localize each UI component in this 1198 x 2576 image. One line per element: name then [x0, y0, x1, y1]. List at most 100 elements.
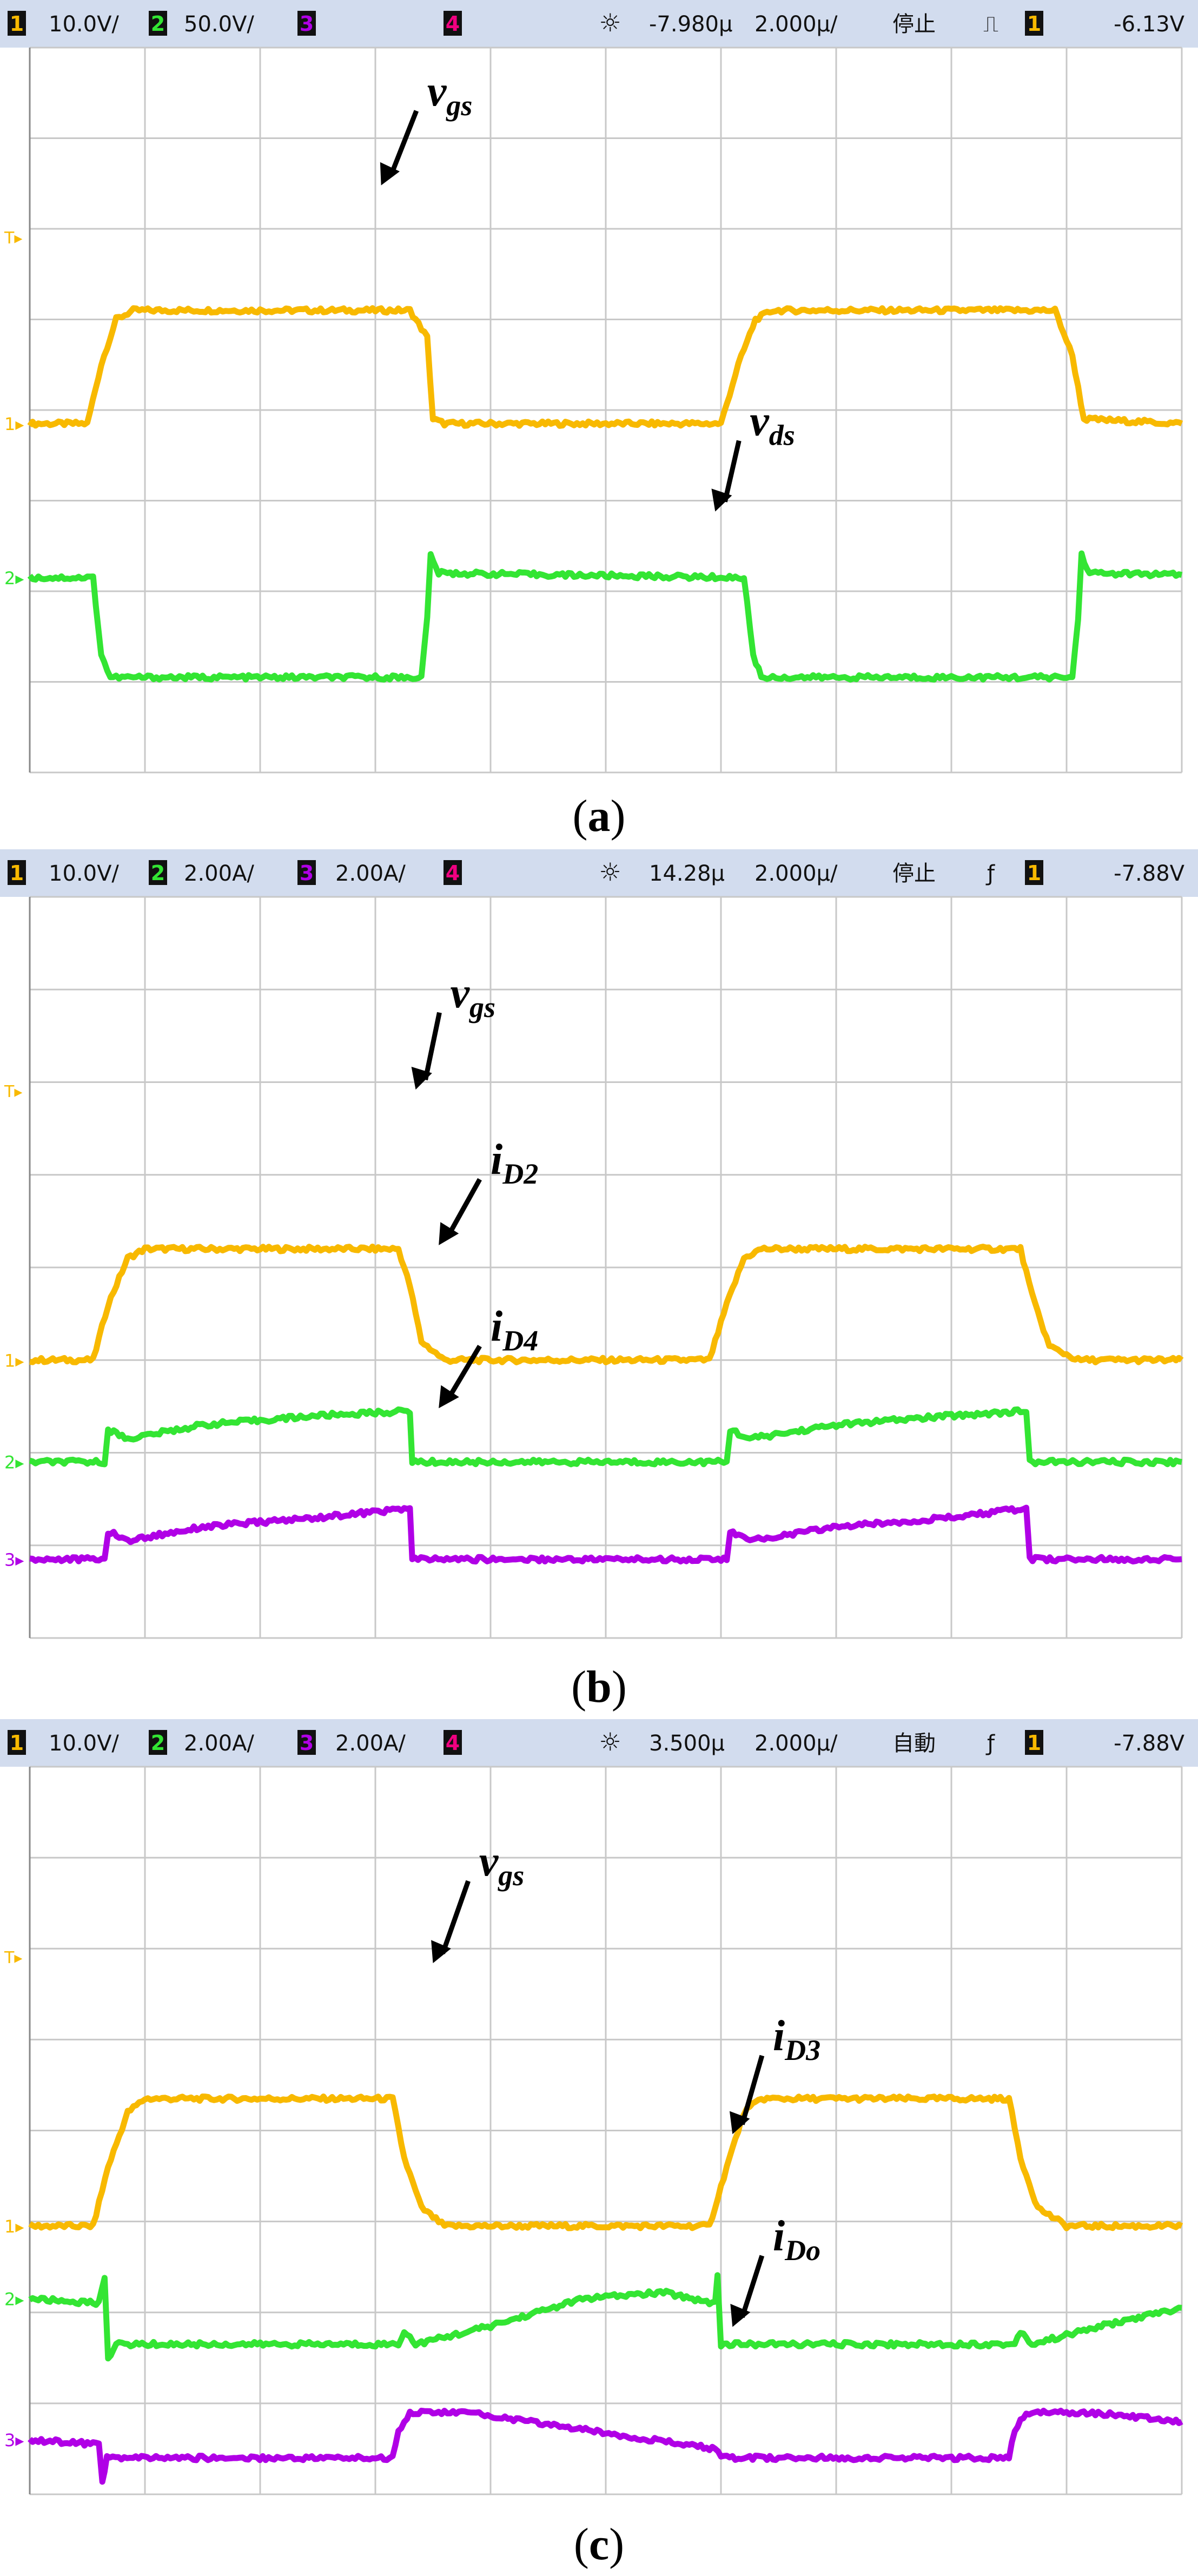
channel-marker-1: 1▸ — [4, 2216, 24, 2237]
run-state: 自動 — [892, 1731, 936, 1756]
channel-marker-2: 2▸ — [4, 1452, 24, 1473]
ch3-badge-box — [297, 11, 316, 36]
sun-icon: ☼ — [599, 857, 621, 887]
trace-iDo — [28, 2407, 1183, 2485]
trigger-level: -6.13V — [1114, 12, 1184, 37]
trigger-level: -7.88V — [1114, 1731, 1184, 1756]
annotation-arrow-head — [729, 2111, 750, 2135]
annotation-iD3: iD3 — [773, 2012, 820, 2066]
trigger-edge-icon: ƒ — [985, 861, 995, 886]
annotation-arrow-head — [711, 488, 732, 512]
trigger-marker: T▸ — [4, 1948, 22, 1967]
trigger-source-badge-box — [1025, 860, 1043, 885]
channel-marker-3: 3▸ — [4, 2430, 24, 2450]
annotation-arrow-shaft — [423, 1012, 442, 1081]
timebase: 2.000µ/ — [754, 12, 838, 37]
ch2-badge-num: 2 — [151, 861, 165, 885]
ch4-badge-num: 4 — [446, 12, 460, 36]
header-bar — [0, 1719, 1198, 1767]
timebase: 2.000µ/ — [754, 1731, 838, 1756]
ch2-badge-box — [149, 1730, 167, 1755]
trigger-marker: T▸ — [4, 229, 22, 248]
annotation-arrow-head — [431, 1940, 451, 1964]
channel-marker-2: 2▸ — [4, 2289, 24, 2310]
trace-vgs — [27, 305, 1183, 429]
panel-a: 1 10.0V/2 50.0V/3 4 ☼ -7.980µ 2.000µ/停止 ⎍ 1 -6.13… — [0, 0, 1198, 774]
ch3-badge-num: 3 — [300, 12, 314, 36]
grid — [29, 896, 1183, 1639]
ch4-badge-box — [444, 1730, 462, 1755]
trace-vds — [27, 550, 1183, 683]
trace-vgs — [28, 2093, 1183, 2231]
ch1-badge-num: 1 — [10, 12, 24, 36]
annotation-arrow-head — [439, 1385, 459, 1409]
trigger-edge-icon: ⎍ — [983, 12, 998, 37]
ch2-badge-box — [149, 860, 167, 885]
panel-b: 1 10.0V/2 2.00A/3 2.00A/4 ☼ 14.28µ 2.000µ/停止 ƒ 1… — [0, 849, 1198, 1639]
trigger-edge-icon: ƒ — [985, 1731, 995, 1756]
ch3-scale: 2.00A/ — [335, 861, 406, 886]
annotation-iDo: iDo — [773, 2212, 820, 2267]
ch2-badge-num: 2 — [151, 1731, 165, 1755]
ch1-badge-box — [8, 860, 26, 885]
panel-label-c: (c) — [573, 2519, 625, 2570]
trigger-source-badge-num: 1 — [1027, 1731, 1041, 1755]
header-bar — [0, 849, 1198, 897]
annotation-arrow-shaft — [722, 440, 742, 503]
annotation-vds: vds — [750, 398, 795, 452]
trigger-position: 14.28µ — [649, 861, 725, 886]
trigger-source-badge-num: 1 — [1027, 12, 1041, 36]
trigger-level: -7.88V — [1114, 861, 1184, 886]
ch4-badge-box — [444, 860, 462, 885]
annotation-arrow-head — [439, 1222, 459, 1245]
run-state: 停止 — [892, 861, 936, 886]
annotation-vgs: vgs — [479, 1838, 525, 1892]
annotation-arrow-shaft — [446, 1345, 482, 1400]
panel-c: 1 10.0V/2 2.00A/3 2.00A/4 ☼ 3.500µ 2.000µ/自動 ƒ 1… — [0, 1719, 1198, 2495]
trigger-source-badge-num: 1 — [1027, 861, 1041, 885]
annotation-iD2: iD2 — [491, 1136, 538, 1190]
ch2-badge-box — [149, 11, 167, 36]
ch3-scale: 2.00A/ — [335, 1731, 406, 1756]
annotation-arrow-shaft — [446, 1178, 482, 1237]
ch1-badge-box — [8, 1730, 26, 1755]
channel-marker-2: 2▸ — [4, 568, 24, 589]
ch3-badge-box — [297, 860, 316, 885]
ch1-badge-box — [8, 11, 26, 36]
run-state: 停止 — [892, 12, 936, 37]
ch1-badge-num: 1 — [10, 1731, 24, 1755]
ch2-scale: 2.00A/ — [184, 1731, 254, 1756]
ch3-badge-box — [297, 1730, 316, 1755]
timebase: 2.000µ/ — [754, 861, 838, 886]
ch4-badge-num: 4 — [446, 1731, 460, 1755]
channel-marker-1: 1▸ — [4, 414, 24, 434]
trigger-position: -7.980µ — [649, 12, 732, 37]
annotation-arrow-head — [730, 2303, 751, 2327]
ch1-scale: 10.0V/ — [49, 12, 119, 37]
ch4-badge-box — [444, 11, 462, 36]
annotation-arrow-shaft — [388, 110, 419, 177]
panel-label-b: (b) — [571, 1662, 627, 1712]
annotation-arrow-head — [380, 162, 400, 186]
ch4-badge-num: 4 — [446, 861, 460, 885]
ch2-badge-num: 2 — [151, 12, 165, 36]
annotation-iD4: iD4 — [491, 1303, 538, 1357]
annotation-vgs: vgs — [427, 68, 473, 122]
ch2-scale: 2.00A/ — [184, 861, 254, 886]
trigger-source-badge-box — [1025, 11, 1043, 36]
annotation-vgs: vgs — [450, 969, 495, 1023]
annotation-arrow-shaft — [440, 1880, 471, 1954]
channel-marker-3: 3▸ — [4, 1549, 24, 1570]
annotation-arrow-shaft — [739, 2055, 765, 2125]
ch1-scale: 10.0V/ — [49, 1731, 119, 1756]
annotation-arrow-shaft — [740, 2255, 765, 2319]
trace-iD4 — [29, 1504, 1182, 1565]
sun-icon: ☼ — [599, 1727, 621, 1756]
panel-label-a: (a) — [572, 791, 626, 841]
ch3-badge-num: 3 — [300, 861, 314, 885]
annotation-arrow-head — [411, 1066, 432, 1090]
ch1-scale: 10.0V/ — [49, 861, 119, 886]
ch3-badge-num: 3 — [300, 1731, 314, 1755]
trace-iD3 — [28, 2272, 1182, 2362]
